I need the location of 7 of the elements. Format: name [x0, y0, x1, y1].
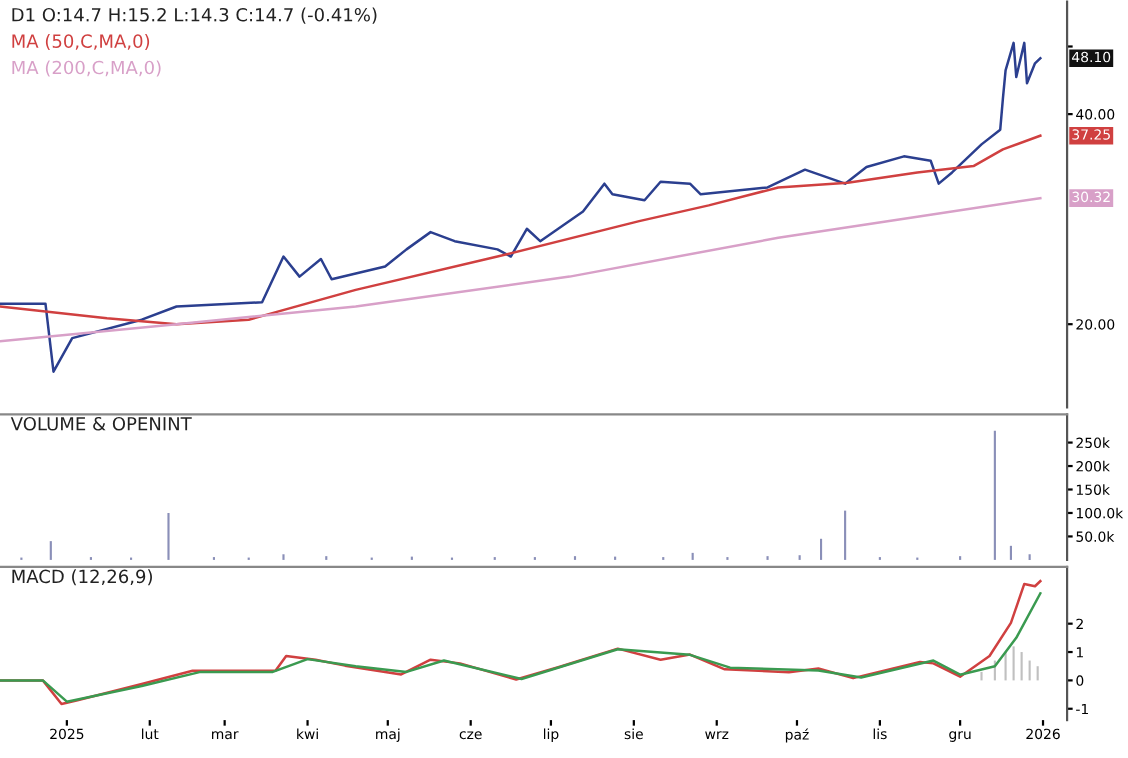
chart-title: D1 O:14.7 H:15.2 L:14.3 C:14.7 (-0.41%) [12, 7, 377, 24]
text: MA (200,C,MA,0) [12, 60, 161, 77]
chart-title: MACD (12,26,9) [12, 569, 152, 586]
text: MA (50,C,MA,0) [12, 34, 150, 51]
chart-title: VOLUME & OPENINT [10, 416, 192, 431]
line-series [0, 134, 1042, 326]
line-series [0, 196, 1042, 343]
